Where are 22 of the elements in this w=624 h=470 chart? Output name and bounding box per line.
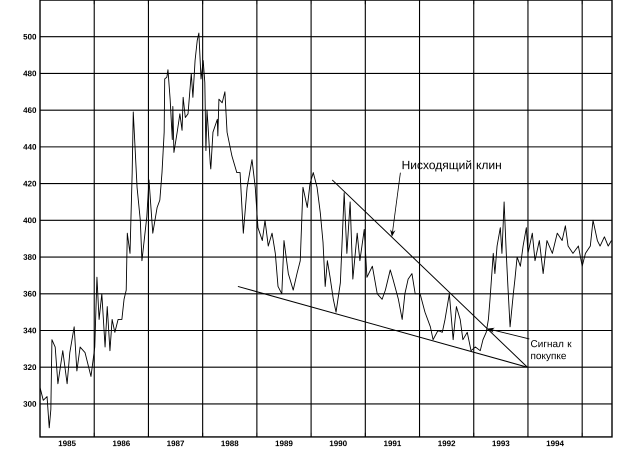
x-tick-label: 1993 (492, 440, 510, 446)
y-tick-label: 440 (23, 144, 36, 150)
y-tick-label: 420 (23, 180, 36, 186)
y-tick-label: 380 (23, 254, 36, 260)
x-tick-label: 1988 (221, 440, 238, 446)
x-tick-label: 1992 (438, 440, 456, 446)
x-tick-label: 1994 (546, 440, 564, 446)
y-tick-label: 320 (23, 364, 36, 370)
x-tick-label: 1985 (58, 440, 76, 446)
y-tick-label: 300 (23, 401, 36, 407)
x-tick-label: 1991 (384, 440, 402, 446)
y-tick-label: 500 (23, 34, 36, 40)
x-tick-label: 1990 (330, 440, 347, 446)
annotation: Сигнал к покупке (531, 340, 572, 362)
y-tick-label: 400 (23, 217, 36, 224)
x-tick-label: 1987 (167, 440, 184, 446)
y-tick-label: 480 (23, 70, 36, 76)
y-tick-label: 460 (23, 107, 36, 113)
y-tick-label: 340 (23, 328, 36, 334)
y-tick-label: 360 (23, 290, 36, 297)
x-tick-label: 1986 (112, 440, 130, 446)
x-tick-label: 1989 (276, 440, 293, 446)
